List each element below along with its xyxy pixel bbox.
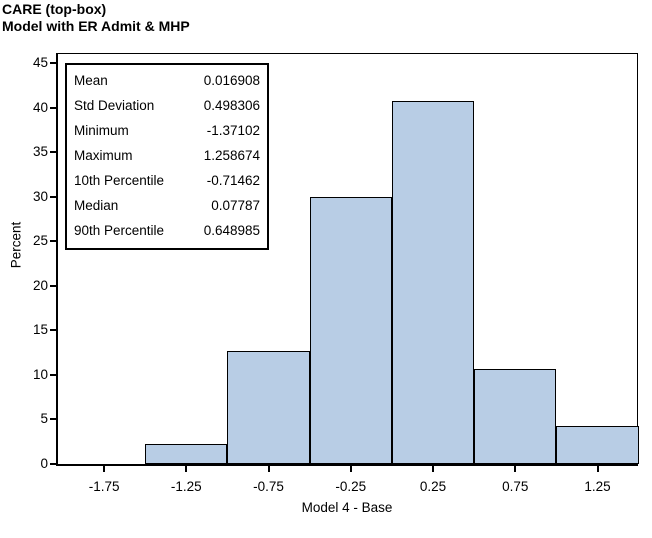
chart-title-line-2: Model with ER Admit & MHP xyxy=(2,18,190,34)
x-tick-label: 0.25 xyxy=(419,479,447,494)
histogram-bar xyxy=(391,101,475,464)
x-tick-label: -0.25 xyxy=(335,479,367,494)
y-axis-tick xyxy=(50,418,56,421)
y-tick-label: 40 xyxy=(32,99,48,115)
x-axis-tick xyxy=(103,466,106,472)
chart-title-line-1: CARE (top-box) xyxy=(2,1,107,17)
stats-row: Median 0.07787 xyxy=(74,193,260,218)
stats-label: 90th Percentile xyxy=(74,223,165,238)
y-tick-label: 45 xyxy=(32,54,48,70)
y-tick-label: 5 xyxy=(40,411,48,427)
stats-value: 0.498306 xyxy=(203,98,260,113)
y-tick-label: 30 xyxy=(32,188,48,204)
stats-row: 10th Percentile -0.71462 xyxy=(74,168,260,193)
y-tick-label: 15 xyxy=(32,322,48,338)
stats-row: Std Deviation 0.498306 xyxy=(74,93,260,118)
y-tick-label: 0 xyxy=(40,456,48,471)
histogram-bar xyxy=(145,444,228,464)
stats-value: -0.71462 xyxy=(206,173,260,188)
x-tick-label: -1.25 xyxy=(170,479,202,494)
stats-label: Median xyxy=(74,198,119,213)
y-axis-tick xyxy=(50,373,56,376)
x-axis-tick xyxy=(185,466,188,472)
x-axis-tick xyxy=(349,466,352,472)
stats-row: Mean 0.016908 xyxy=(74,68,260,93)
x-axis-tick xyxy=(432,466,434,472)
stats-label: 10th Percentile xyxy=(74,173,165,188)
stats-box: Mean 0.016908 Std Deviation 0.498306 Minimum… xyxy=(65,63,269,250)
x-axis-tick xyxy=(267,466,270,472)
y-axis-tick xyxy=(50,195,56,198)
stats-row: Maximum 1.258674 xyxy=(74,143,260,168)
stats-label: Std Deviation xyxy=(74,98,155,113)
stats-label: Mean xyxy=(74,73,108,88)
y-axis-tick xyxy=(50,463,56,465)
x-tick-label: -0.75 xyxy=(253,479,284,494)
stats-value: 1.258674 xyxy=(203,148,260,163)
y-axis-tick xyxy=(50,151,56,153)
histogram-bar xyxy=(227,350,310,464)
histogram-bar xyxy=(474,368,557,464)
chart-title: CARE (top-box) Model with ER Admit & MHP xyxy=(2,1,190,35)
y-axis-tick xyxy=(50,61,56,64)
stats-value: 0.07787 xyxy=(211,198,260,213)
stats-value: 0.016908 xyxy=(203,73,260,88)
y-axis-tick xyxy=(50,329,56,332)
stats-label: Maximum xyxy=(74,148,133,163)
stats-label: Minimum xyxy=(74,123,129,138)
y-tick-label: 25 xyxy=(32,233,48,249)
y-axis-tick xyxy=(50,284,56,287)
stats-row: 90th Percentile 0.648985 xyxy=(74,218,260,243)
y-axis-tick xyxy=(50,240,56,243)
y-tick-label: 20 xyxy=(32,277,48,293)
y-tick-label: 35 xyxy=(32,144,48,159)
y-tick-label: 10 xyxy=(32,366,48,382)
plot-area: Mean 0.016908 Std Deviation 0.498306 Minimum… xyxy=(33,53,639,494)
stats-value: -1.37102 xyxy=(206,123,260,138)
y-axis-tick xyxy=(50,106,56,109)
histogram-bar xyxy=(309,196,392,464)
stats-value: 0.648985 xyxy=(203,223,260,238)
x-tick-label: 1.25 xyxy=(584,479,611,494)
x-tick-label: -1.75 xyxy=(88,479,120,494)
x-axis-title: Model 4 - Base xyxy=(301,500,393,515)
x-axis-tick xyxy=(514,466,517,472)
stats-row: Minimum -1.37102 xyxy=(74,118,260,143)
histogram-bar xyxy=(556,425,639,464)
x-axis-tick xyxy=(596,466,599,472)
x-tick-label: 0.75 xyxy=(502,479,529,494)
